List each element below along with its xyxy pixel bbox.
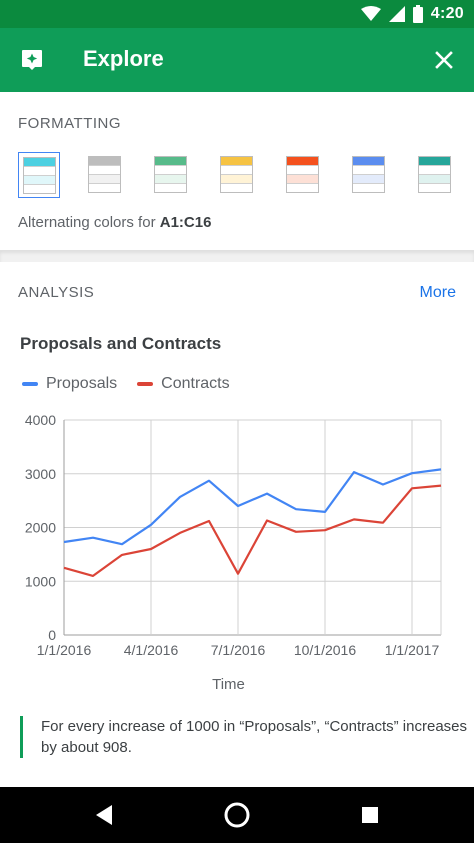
swatch-row: [89, 175, 120, 184]
formatting-title: FORMATTING: [18, 115, 122, 132]
swatch-row: [24, 176, 55, 185]
x-tick-label: 1/1/2016: [37, 642, 92, 658]
formatting-section: FORMATTING Alternating colors for A1:C16: [0, 92, 474, 250]
status-time: 4:20: [430, 5, 464, 22]
alternating-colors-label: Alternating colors for A1:C16: [18, 214, 211, 231]
swatch-row: [353, 184, 384, 192]
swatch-row: [419, 184, 450, 192]
swatch-table-preview: [154, 156, 187, 193]
status-icons: 4:20: [360, 4, 464, 24]
swatch-row: [155, 184, 186, 192]
swatch-row: [419, 157, 450, 166]
chart-title: Proposals and Contracts: [20, 334, 222, 353]
x-tick-label: 1/1/2017: [385, 642, 440, 658]
swatch-row: [221, 175, 252, 184]
swatch-row: [221, 184, 252, 192]
legend-swatch-proposals: [22, 382, 38, 386]
swatch-row: [287, 184, 318, 192]
line-chart: 0 1000 2000 3000 4000 1/1/2016 4/1/2016 7/1/201…: [25, 412, 442, 693]
swatch-row: [221, 157, 252, 166]
legend-label-contracts: Contracts: [161, 375, 230, 392]
legend-label-proposals: Proposals: [46, 375, 118, 392]
x-axis-label: Time: [212, 676, 245, 693]
close-icon[interactable]: [430, 46, 458, 74]
swatch-table-preview: [418, 156, 451, 193]
swatch-row: [287, 166, 318, 175]
color-swatches: [18, 152, 458, 200]
y-tick-label: 1000: [25, 573, 56, 589]
legend-swatch-contracts: [137, 382, 154, 386]
swatch-row: [24, 167, 55, 176]
home-icon[interactable]: [223, 801, 251, 829]
x-tick-label: 7/1/2016: [211, 642, 266, 658]
swatch-row: [155, 175, 186, 184]
swatch-row: [24, 158, 55, 167]
swatch-row: [89, 157, 120, 166]
swatch-table-preview: [286, 156, 319, 193]
swatch-row: [287, 175, 318, 184]
battery-icon: [412, 5, 423, 23]
range-label: A1:C16: [159, 214, 212, 231]
section-divider: [0, 250, 474, 263]
y-tick-label: 0: [48, 627, 56, 643]
analysis-section: ANALYSIS More Proposals and Contracts Pr…: [0, 262, 474, 787]
swatch-row: [353, 166, 384, 175]
swatch-table-preview: [352, 156, 385, 193]
swatch-row: [353, 157, 384, 166]
back-icon[interactable]: [90, 801, 118, 829]
recents-icon[interactable]: [356, 801, 384, 829]
swatch-row: [89, 184, 120, 192]
status-bar: 4:20: [0, 0, 474, 28]
cell-signal-icon: [388, 6, 405, 22]
color-swatch-4[interactable]: [216, 152, 258, 198]
swatch-row: [287, 157, 318, 166]
color-swatch-6[interactable]: [348, 152, 390, 198]
x-tick-label: 10/1/2016: [294, 642, 356, 658]
swatch-row: [24, 185, 55, 193]
swatch-row: [419, 166, 450, 175]
app-bar: Explore: [0, 28, 474, 92]
color-swatch-1[interactable]: [18, 152, 60, 198]
x-tick-label: 4/1/2016: [124, 642, 179, 658]
color-swatch-7[interactable]: [414, 152, 456, 198]
wifi-icon: [360, 6, 381, 21]
app-title: Explore: [83, 46, 164, 71]
color-swatch-2[interactable]: [84, 152, 126, 198]
y-tick-label: 4000: [25, 412, 56, 428]
swatch-table-preview: [88, 156, 121, 193]
more-link[interactable]: More: [419, 284, 456, 301]
explore-icon: [22, 50, 42, 70]
series-line-proposals: [63, 468, 442, 546]
legend-item-contracts: Contracts: [137, 375, 230, 393]
swatch-row: [221, 166, 252, 175]
color-swatch-3[interactable]: [150, 152, 192, 198]
analysis-title: ANALYSIS: [18, 284, 95, 301]
swatch-table-preview: [220, 156, 253, 193]
navigation-bar: [0, 787, 474, 843]
series-line-contracts: [63, 484, 442, 577]
swatch-row: [155, 166, 186, 175]
y-tick-label: 2000: [25, 520, 56, 536]
chart-legend: Proposals Contracts: [22, 374, 250, 394]
alternating-prefix: Alternating colors for: [18, 214, 160, 231]
y-tick-label: 3000: [25, 466, 56, 482]
color-swatch-5[interactable]: [282, 152, 324, 198]
swatch-row: [353, 175, 384, 184]
swatch-row: [155, 157, 186, 166]
swatch-row: [419, 175, 450, 184]
swatch-row: [89, 166, 120, 175]
swatch-table-preview: [23, 157, 56, 194]
insight-text: For every increase of 1000 in “Proposals…: [20, 716, 471, 758]
legend-item-proposals: Proposals: [22, 375, 117, 393]
